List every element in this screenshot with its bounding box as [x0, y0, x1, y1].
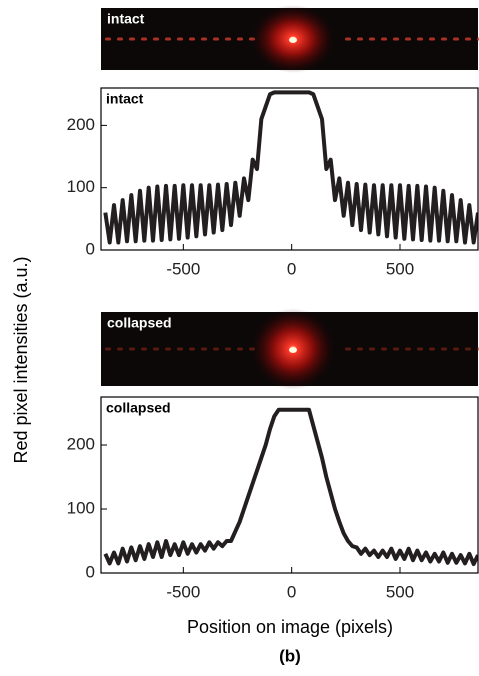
image-spot	[405, 347, 411, 351]
annotation-bg	[103, 91, 153, 109]
image-spot	[237, 347, 243, 351]
x-tick-label: 0	[287, 582, 296, 601]
image-spot	[417, 37, 423, 41]
image-spot	[165, 347, 171, 351]
image-spot	[417, 347, 423, 351]
y-tick-label: 200	[67, 434, 95, 453]
caption: (b)	[279, 646, 301, 665]
y-tick-label: 100	[67, 177, 95, 196]
image-spot	[441, 347, 447, 351]
x-tick-label: 0	[287, 259, 296, 278]
image-spot	[177, 37, 183, 41]
image-spot	[381, 347, 387, 351]
image-spot	[405, 37, 411, 41]
image-spot	[225, 347, 231, 351]
image-spot	[345, 37, 351, 41]
image-spot	[357, 347, 363, 351]
data-line	[103, 90, 478, 245]
x-tick-label: 500	[386, 582, 414, 601]
plot-frame	[100, 396, 479, 574]
image-spot	[153, 37, 159, 41]
y-tick-label: 0	[86, 239, 95, 258]
image-spot	[105, 347, 111, 351]
x-tick-label: -500	[166, 582, 200, 601]
image-spot	[345, 347, 351, 351]
image-spot	[393, 347, 399, 351]
image-spot	[105, 37, 111, 41]
image-spot	[129, 37, 135, 41]
y-tick-label: 100	[67, 498, 95, 517]
image-spot	[189, 347, 195, 351]
image-spot	[141, 347, 147, 351]
image-spot	[237, 37, 243, 41]
image-core	[289, 347, 297, 353]
image-spot	[225, 37, 231, 41]
image-spot	[141, 37, 147, 41]
y-axis-label: Red pixel intensities (a.u.)	[11, 256, 31, 463]
panel-annotation: collapsed	[106, 400, 171, 416]
image-spot	[429, 37, 435, 41]
x-axis-label: Position on image (pixels)	[187, 617, 393, 637]
image-core	[289, 37, 297, 43]
image-label: collapsed	[107, 315, 172, 331]
panel-annotation: intact	[106, 91, 144, 107]
image-spot	[465, 37, 471, 41]
image-spot	[129, 347, 135, 351]
image-spot	[465, 347, 471, 351]
image-spot	[441, 37, 447, 41]
image-spot	[153, 347, 159, 351]
image-spot	[213, 37, 219, 41]
plot-frame	[100, 87, 479, 251]
y-tick-label: 0	[86, 562, 95, 581]
annotation-bg	[103, 400, 181, 418]
image-spot	[429, 347, 435, 351]
image-spot	[177, 347, 183, 351]
image-spot	[189, 37, 195, 41]
image-spot	[165, 37, 171, 41]
image-spot	[117, 347, 123, 351]
data-line	[103, 407, 478, 567]
image-spot	[369, 347, 375, 351]
image-spot	[201, 37, 207, 41]
y-tick-label: 200	[67, 115, 95, 134]
image-label: intact	[107, 11, 145, 27]
image-spot	[453, 37, 459, 41]
x-tick-label: -500	[166, 259, 200, 278]
image-spot	[213, 347, 219, 351]
image-spot	[453, 347, 459, 351]
image-spot	[393, 37, 399, 41]
image-spot	[201, 347, 207, 351]
image-spot	[117, 37, 123, 41]
image-spot	[369, 37, 375, 41]
image-spot	[381, 37, 387, 41]
x-tick-label: 500	[386, 259, 414, 278]
image-spot	[357, 37, 363, 41]
